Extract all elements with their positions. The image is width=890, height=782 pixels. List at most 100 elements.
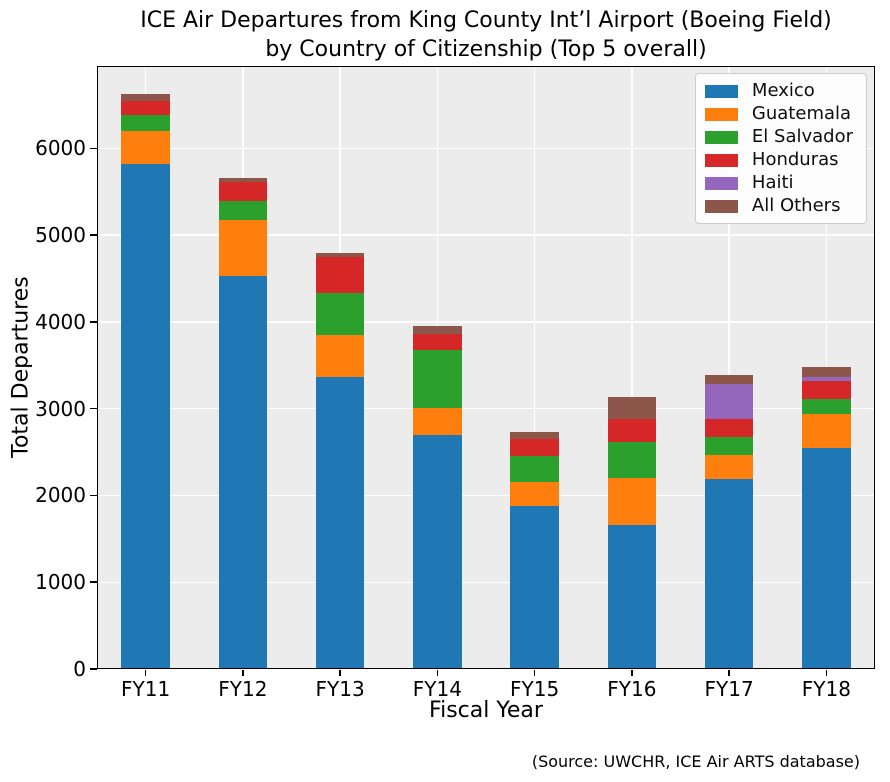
h-gridline-4000 (97, 321, 875, 323)
legend: Mexico Guatemala El Salvador Honduras Haiti A… (694, 73, 867, 224)
bar-segment-fy15-guatemala (510, 481, 559, 506)
y-tick-label-0: 0 (73, 657, 86, 681)
y-tick-mark-6000 (90, 147, 97, 150)
x-tick-mark-fy11 (144, 670, 147, 676)
bar-segment-fy15-mexico (510, 505, 559, 669)
bar-segment-fy11-el-salvador (121, 114, 170, 132)
bar-segment-fy11-honduras (121, 100, 170, 115)
v-gridline-fy16 (631, 66, 633, 669)
bar-segment-fy12-el-salvador (218, 200, 268, 220)
legend-item-honduras: Honduras (704, 149, 853, 170)
y-tick-mark-3000 (90, 407, 97, 410)
legend-item-mexico: Mexico (704, 80, 853, 101)
x-tick-label-fy16: FY16 (607, 677, 657, 701)
x-tick-label-fy15: FY15 (510, 677, 560, 701)
x-tick-mark-fy15 (533, 670, 536, 676)
y-tick-mark-4000 (90, 321, 97, 323)
h-gridline-2000 (97, 494, 875, 497)
x-tick-mark-fy16 (631, 670, 633, 676)
y-tick-label-3000: 3000 (35, 396, 86, 421)
bar-segment-fy12-all-others (218, 177, 268, 183)
bar-segment-fy13-all-others (315, 253, 365, 258)
y-tick-mark-1000 (90, 581, 97, 583)
bar-segment-fy13-mexico (315, 376, 365, 669)
bar-segment-fy14-mexico (413, 435, 462, 669)
legend-item-guatemala: Guatemala (704, 103, 853, 124)
bar-segment-fy11-all-others (121, 93, 170, 101)
x-tick-label-fy17: FY17 (704, 677, 754, 701)
legend-swatch-guatemala (704, 107, 738, 121)
legend-swatch-haiti (704, 176, 738, 190)
bar-segment-fy18-el-salvador (802, 399, 851, 415)
bar-segment-fy15-honduras (510, 439, 559, 456)
bar-segment-fy17-honduras (704, 418, 754, 437)
bar-segment-fy12-guatemala (218, 219, 268, 276)
bar-segment-fy14-all-others (413, 326, 462, 334)
h-gridline-3000 (97, 407, 875, 410)
x-tick-label-fy13: FY13 (315, 677, 365, 701)
legend-item-haiti: Haiti (704, 172, 853, 193)
x-tick-label-fy11: FY11 (121, 677, 171, 701)
bar-segment-fy14-honduras (413, 333, 462, 351)
x-tick-mark-fy17 (728, 670, 730, 676)
bar-segment-fy16-all-others (607, 397, 657, 419)
v-gridline-fy15 (533, 66, 536, 669)
bar-segment-fy17-guatemala (704, 455, 754, 479)
bar-segment-fy18-haiti (802, 377, 851, 381)
bar-segment-fy18-all-others (802, 366, 851, 378)
bar-segment-fy16-el-salvador (607, 442, 657, 478)
bar-segment-fy17-el-salvador (704, 436, 754, 456)
h-gridline-5000 (97, 234, 875, 236)
legend-swatch-mexico (704, 84, 738, 98)
bar-segment-fy18-honduras (802, 380, 851, 400)
bar-segment-fy16-mexico (607, 524, 657, 669)
bar-segment-fy14-guatemala (413, 407, 462, 436)
legend-label-all-others: All Others (751, 195, 841, 216)
y-tick-label-1000: 1000 (35, 570, 86, 595)
bar-segment-fy16-guatemala (607, 477, 657, 525)
legend-label-honduras: Honduras (751, 149, 839, 170)
v-gridline-fy17 (728, 66, 730, 669)
y-tick-label-4000: 4000 (35, 309, 86, 334)
x-tick-label-fy18: FY18 (801, 677, 851, 701)
legend-label-mexico: Mexico (751, 80, 815, 101)
chart-title-line1: ICE Air Departures from King County Int’… (140, 8, 832, 33)
x-tick-label-fy14: FY14 (412, 677, 462, 701)
bar-segment-fy18-guatemala (802, 414, 851, 449)
y-tick-label-6000: 6000 (35, 136, 86, 161)
y-axis-label: Total Departures (8, 276, 34, 458)
bar-segment-fy11-mexico (121, 164, 170, 669)
h-gridline-6000 (97, 147, 875, 150)
bar-segment-fy12-honduras (218, 182, 268, 201)
y-tick-mark-2000 (90, 494, 97, 497)
x-tick-label-fy12: FY12 (218, 677, 268, 701)
bar-segment-fy17-mexico (704, 478, 754, 669)
legend-item-all-others: All Others (704, 195, 853, 216)
legend-label-el-salvador: El Salvador (751, 126, 853, 147)
bar-segment-fy15-el-salvador (510, 455, 559, 482)
h-gridline-1000 (97, 581, 875, 583)
legend-swatch-honduras (704, 153, 738, 167)
legend-item-el-salvador: El Salvador (704, 126, 853, 147)
y-tick-mark-0 (90, 668, 97, 670)
bar-segment-fy16-honduras (607, 418, 657, 443)
bar-segment-fy13-guatemala (315, 334, 365, 377)
legend-swatch-all-others (704, 199, 738, 213)
x-tick-mark-fy18 (825, 670, 828, 676)
legend-swatch-el-salvador (704, 130, 738, 144)
plot-area: Mexico Guatemala El Salvador Honduras Haiti A… (97, 66, 875, 669)
chart-title: ICE Air Departures from King County Int’… (97, 6, 875, 64)
x-tick-mark-fy12 (242, 670, 244, 676)
bar-segment-fy13-el-salvador (315, 293, 365, 335)
y-tick-label-2000: 2000 (35, 483, 86, 508)
legend-label-guatemala: Guatemala (751, 103, 852, 124)
bar-segment-fy17-haiti (704, 383, 754, 419)
bar-segment-fy13-honduras (315, 257, 365, 294)
source-note: (Source: UWCHR, ICE Air ARTS database) (531, 752, 860, 771)
x-axis-label: Fiscal Year (429, 698, 543, 723)
bar-segment-fy11-guatemala (121, 131, 170, 165)
legend-label-haiti: Haiti (751, 172, 794, 193)
bar-segment-fy17-all-others (704, 374, 754, 384)
x-tick-mark-fy14 (436, 670, 439, 676)
